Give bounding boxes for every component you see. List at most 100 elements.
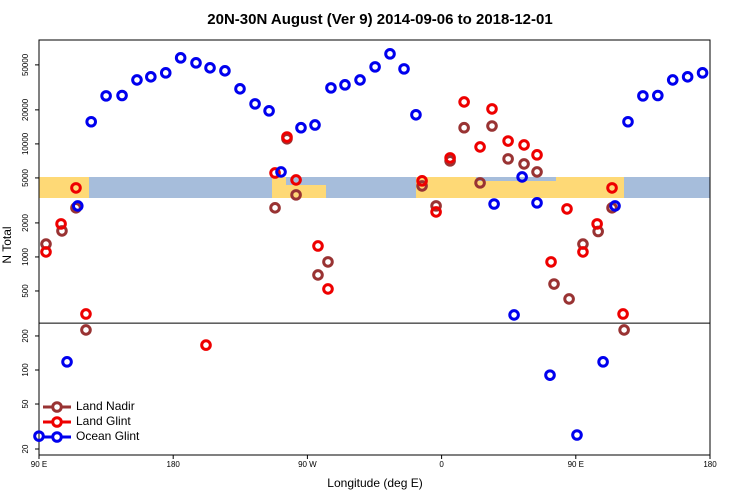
x-tick-label: 0 [439,460,444,469]
point [561,203,573,215]
point [204,62,216,74]
point [531,149,543,161]
point [474,177,486,189]
x-tick-label: 90 E [568,460,584,469]
y-tick-label: 1000 [21,247,30,265]
point [275,166,287,178]
point [56,225,68,237]
point [269,167,281,179]
point [200,339,212,351]
point [563,293,575,305]
point [486,120,498,132]
legend-label: Ocean Glint [76,429,140,443]
point [354,74,366,86]
point [696,67,709,79]
point [281,131,293,143]
point [458,121,470,134]
point [290,189,302,201]
point [637,90,649,102]
point [322,283,334,295]
legend-marker [51,431,63,443]
point [577,246,589,258]
y-tick-label: 20000 [21,98,30,121]
point [85,115,97,128]
x-axis-label: Longitude (deg E) [327,476,422,490]
y-tick-label: 2000 [21,213,30,231]
point [219,65,231,77]
plot-frame [38,39,711,456]
point [591,218,603,230]
point [502,153,514,165]
x-tick-label: 90 W [298,460,317,469]
point [234,83,246,95]
point [249,98,261,110]
point [325,82,337,94]
point [339,79,351,91]
point [309,119,321,131]
point [312,240,324,252]
point [263,105,275,117]
point [322,256,334,268]
point [61,356,73,368]
point [488,198,500,210]
point [518,139,530,151]
point [174,52,187,64]
point [430,200,442,212]
x-tick-label: 90 E [31,460,47,469]
point [474,141,486,153]
point [444,152,456,164]
point [531,197,543,209]
point [544,369,556,381]
point [622,115,634,128]
point [269,202,281,214]
point [290,174,302,186]
x-tick-label: 180 [703,460,717,469]
point [384,48,396,60]
point [508,309,520,321]
point [486,103,498,115]
y-tick-label: 50000 [21,53,30,76]
point [71,200,84,212]
point [502,135,514,147]
legend-marker [51,416,63,428]
point [369,61,381,73]
legend-marker [51,401,63,413]
x-tick-label: 180 [167,460,181,469]
y-tick-label: 10000 [21,132,30,155]
point [416,180,428,192]
y-tick-label: 500 [21,284,30,298]
point [606,182,618,194]
point [666,74,679,86]
legend-label: Land Glint [76,414,131,428]
y-axis-label: N Total [0,226,14,263]
point [295,121,307,134]
point [190,57,202,69]
point [571,429,583,441]
point [548,278,560,290]
point [618,324,630,336]
point [531,166,543,178]
y-tick-label: 5000 [21,168,30,186]
point [652,89,664,102]
point [40,246,52,258]
point [116,89,128,102]
point [458,96,470,108]
point [518,158,530,170]
point [410,108,422,121]
map-strip [39,177,710,198]
point [312,269,324,281]
point [681,71,694,83]
point [80,324,92,336]
y-tick-label: 20 [21,444,30,453]
chart-title: 20N-30N August (Ver 9) 2014-09-06 to 201… [207,11,552,28]
point [398,63,410,75]
point [131,74,143,86]
point [80,308,92,320]
point [416,175,428,187]
point [516,171,528,183]
point [617,308,629,320]
point [55,218,67,230]
y-tick-label: 100 [21,363,30,377]
point [597,356,609,368]
